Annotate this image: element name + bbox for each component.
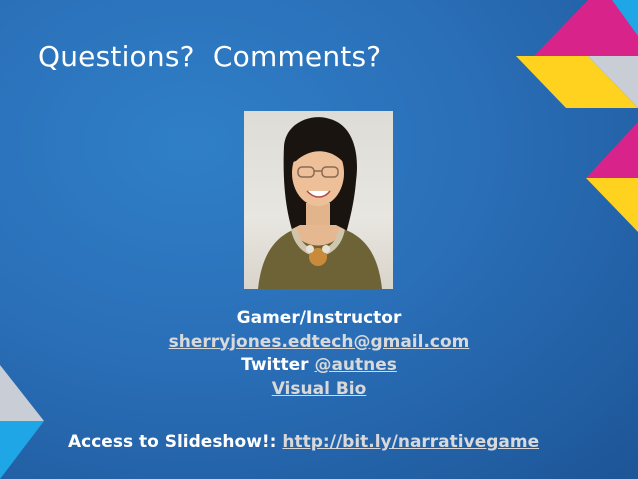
access-line: Access to Slideshow!: http://bit.ly/narr… xyxy=(68,432,539,452)
magenta-parallelogram-top xyxy=(534,0,638,56)
visual-bio-link[interactable]: Visual Bio xyxy=(271,378,367,399)
yellow-parallelogram-top xyxy=(516,56,638,108)
twitter-link[interactable]: @autnes xyxy=(314,355,397,375)
yellow-triangle-mid xyxy=(586,178,638,232)
slideshow-link[interactable]: http://bit.ly/narrativegame xyxy=(282,432,540,452)
gray-triangle-top xyxy=(588,56,638,108)
slide-title: Questions? Comments? xyxy=(38,40,382,73)
presenter-photo xyxy=(244,111,393,289)
cyan-triangle-top xyxy=(612,0,638,36)
email-link[interactable]: sherryjones.edtech@gmail.com xyxy=(168,331,470,352)
magenta-triangle-mid xyxy=(586,122,638,178)
access-label: Access to Slideshow!: xyxy=(68,432,277,452)
twitter-line: Twitter @autnes xyxy=(140,354,498,378)
twitter-prefix: Twitter xyxy=(241,355,309,375)
gray-triangle-bottom xyxy=(0,365,44,421)
contact-info: Gamer/Instructor sherryjones.edtech@gmai… xyxy=(140,307,498,401)
role-label: Gamer/Instructor xyxy=(236,308,402,328)
cyan-triangle-bottom xyxy=(0,421,44,479)
